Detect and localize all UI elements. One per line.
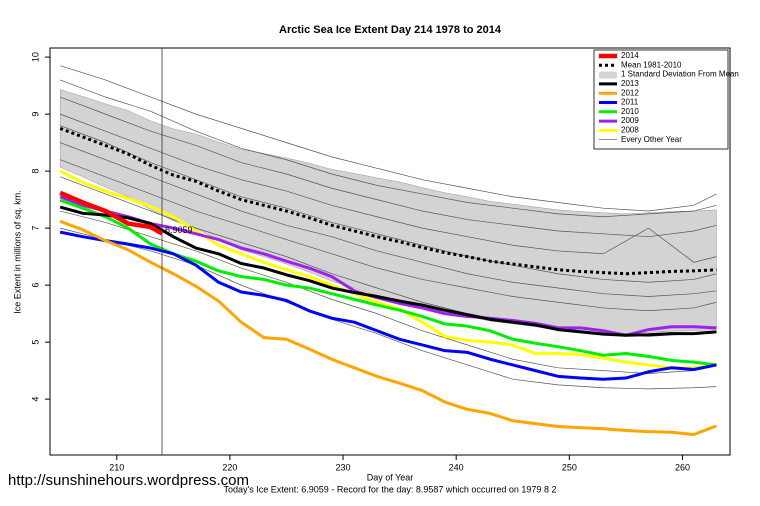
plot-frame (49, 47, 731, 456)
series-line (59, 190, 164, 236)
series-line (59, 230, 717, 381)
year-line (60, 65, 717, 212)
watermark: http://sunshinehours.wordpress.com (8, 472, 249, 489)
footer: Today's Ice Extent: 6.9059 - Record for … (224, 484, 557, 494)
year-line (60, 79, 717, 218)
series-line (59, 219, 717, 436)
legend-swatch (599, 71, 617, 79)
chart-title: Arctic Sea Ice Extent Day 214 1978 to 20… (279, 24, 502, 36)
year-line (60, 142, 717, 297)
y-tick-label: 10 (30, 52, 40, 62)
x-tick-label: 240 (449, 462, 464, 472)
year-line (60, 159, 717, 312)
y-tick-label: 6 (30, 283, 40, 288)
legend-label: 2012 (621, 88, 639, 97)
legend-label: 2014 (621, 51, 639, 60)
y-tick-label: 4 (30, 397, 40, 402)
x-tick-label: 220 (222, 462, 237, 472)
year-line (60, 113, 717, 263)
y-tick-label: 9 (30, 112, 40, 117)
annotation: 6.9059 (165, 225, 193, 235)
x-tick-label: 230 (336, 462, 351, 472)
year-line (60, 227, 717, 390)
series-line (59, 205, 717, 337)
legend-label: 2009 (621, 116, 639, 125)
y-tick-label: 5 (30, 340, 40, 345)
series-line (59, 169, 717, 370)
legend-label: 2008 (621, 126, 639, 135)
legend-label: Every Other Year (621, 135, 682, 144)
year-line (60, 96, 717, 238)
y-tick-label: 8 (30, 169, 40, 174)
y-axis-label: Ice Extent in millions of sq. km. (12, 190, 22, 314)
y-tick-label: 7 (30, 226, 40, 231)
legend-label: Mean 1981-2010 (621, 60, 682, 69)
legend-label: 1 Standard Deviation From Mean (621, 70, 739, 79)
x-tick-label: 250 (562, 462, 577, 472)
year-line (60, 125, 717, 283)
legend-label: 2011 (621, 98, 639, 107)
x-axis-label: Day of Year (367, 472, 414, 482)
legend-box (593, 49, 729, 150)
plot-area (59, 65, 717, 436)
legend-label: 2010 (621, 107, 639, 116)
legend-label: 2013 (621, 79, 639, 88)
x-tick-label: 210 (109, 462, 124, 472)
x-tick-label: 260 (675, 462, 690, 472)
series-line (59, 195, 717, 337)
year-line (60, 210, 717, 374)
